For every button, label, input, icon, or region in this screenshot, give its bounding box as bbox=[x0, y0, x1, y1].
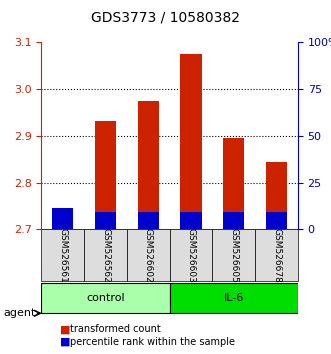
Bar bbox=[180, 212, 202, 229]
Bar bbox=[52, 220, 73, 229]
Text: GSM526678: GSM526678 bbox=[272, 228, 281, 283]
Bar bbox=[223, 138, 245, 229]
Bar bbox=[138, 212, 159, 229]
Text: ■: ■ bbox=[60, 337, 70, 347]
FancyBboxPatch shape bbox=[169, 229, 213, 281]
FancyBboxPatch shape bbox=[41, 283, 169, 313]
Text: percentile rank within the sample: percentile rank within the sample bbox=[70, 337, 234, 347]
Text: control: control bbox=[86, 293, 125, 303]
FancyBboxPatch shape bbox=[213, 229, 255, 281]
Text: GDS3773 / 10580382: GDS3773 / 10580382 bbox=[91, 11, 240, 25]
Bar bbox=[180, 54, 202, 229]
Text: GSM526562: GSM526562 bbox=[101, 228, 110, 283]
Text: GSM526605: GSM526605 bbox=[229, 228, 238, 283]
Bar bbox=[95, 121, 116, 229]
Text: agent: agent bbox=[3, 308, 36, 318]
Bar bbox=[266, 212, 287, 229]
FancyBboxPatch shape bbox=[84, 229, 127, 281]
FancyBboxPatch shape bbox=[255, 229, 298, 281]
FancyBboxPatch shape bbox=[127, 229, 169, 281]
Text: IL-6: IL-6 bbox=[224, 293, 244, 303]
FancyBboxPatch shape bbox=[169, 283, 298, 313]
Text: transformed count: transformed count bbox=[70, 324, 160, 334]
Bar bbox=[95, 212, 116, 229]
Text: GSM526561: GSM526561 bbox=[58, 228, 67, 283]
Bar bbox=[223, 212, 245, 229]
Text: GSM526602: GSM526602 bbox=[144, 228, 153, 283]
Bar bbox=[266, 161, 287, 229]
Text: ■: ■ bbox=[60, 324, 70, 334]
Bar bbox=[52, 208, 73, 229]
FancyBboxPatch shape bbox=[41, 229, 84, 281]
Bar bbox=[138, 101, 159, 229]
Text: GSM526603: GSM526603 bbox=[186, 228, 196, 283]
